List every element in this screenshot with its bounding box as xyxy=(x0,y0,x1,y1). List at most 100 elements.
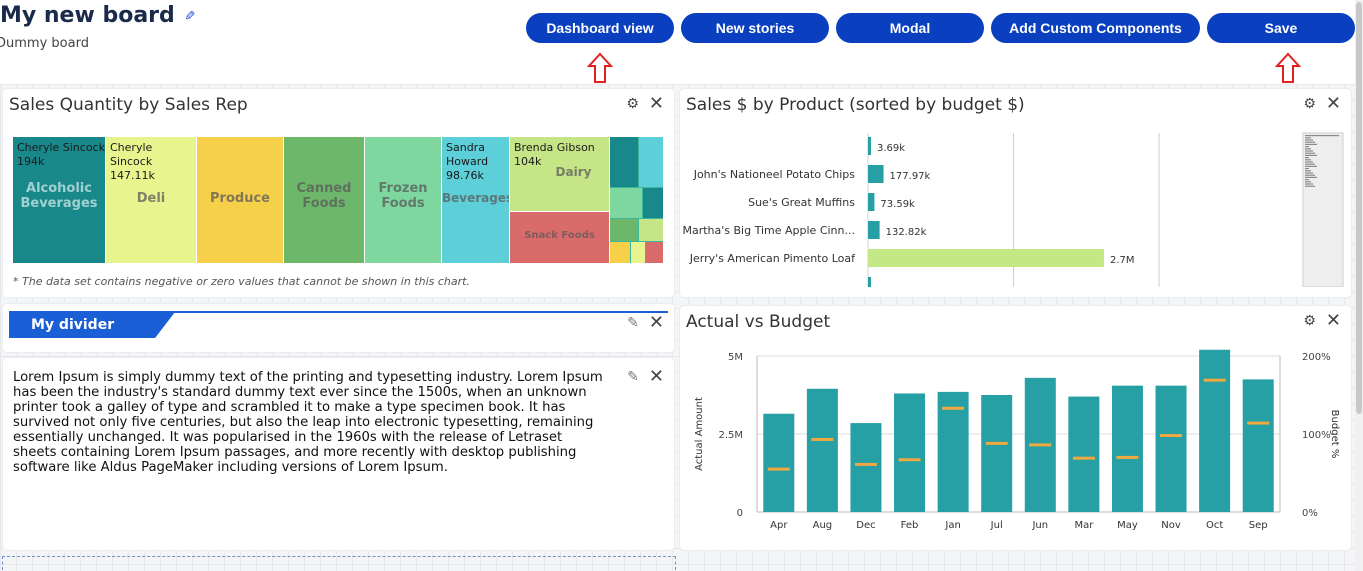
x-tick-label: Mar xyxy=(1074,520,1094,531)
category-label: Martha's Big Time Apple Cinn... xyxy=(682,224,855,237)
gear-icon[interactable]: ⚙ xyxy=(626,96,639,112)
actual-bar xyxy=(981,395,1013,512)
navigator-bar xyxy=(1305,174,1315,176)
actual-bar xyxy=(1242,379,1274,512)
navigator-bar xyxy=(1305,161,1313,163)
navigator-bar xyxy=(1305,148,1311,150)
x-tick-label: Feb xyxy=(901,520,919,531)
navigator-bar xyxy=(1305,152,1315,154)
navigator-bar xyxy=(1305,141,1315,143)
sales-by-product-title: Sales $ by Product (sorted by budget $) xyxy=(686,95,1025,115)
treemap-cell-frozen-foods[interactable]: Frozen Foods xyxy=(365,137,441,263)
board-title-text: My new board xyxy=(0,3,175,28)
treemap-cell-category: Snack Foods xyxy=(524,230,595,241)
navigator-bar xyxy=(1305,135,1339,137)
treemap-cell-snack-foods[interactable]: Snack Foods xyxy=(510,212,609,263)
x-tick-label: Jul xyxy=(990,520,1003,531)
bar xyxy=(868,137,871,155)
text-card: Lorem Ipsum is simply dummy text of the … xyxy=(3,358,674,550)
divider-label: My divider xyxy=(9,312,175,338)
y2-tick-label: 0% xyxy=(1302,508,1318,519)
scroll-navigator xyxy=(1302,132,1344,287)
treemap-cell-canned-foods[interactable]: Canned Foods xyxy=(284,137,364,263)
budget-marker xyxy=(1160,434,1183,438)
board-subtitle: Dummy board xyxy=(0,36,89,51)
data-label: 3.69k xyxy=(877,143,905,154)
close-icon[interactable]: ✕ xyxy=(648,93,664,114)
navigator-bar xyxy=(1305,159,1311,161)
bar xyxy=(868,165,884,183)
treemap-cell-category: Deli xyxy=(136,191,166,206)
treemap-footnote: * The data set contains negative or zero… xyxy=(13,275,470,288)
treemap-cell-alcoholic-beverages[interactable]: Cheryle Sincock 194k Alcoholic Beverages xyxy=(13,137,105,263)
budget-marker xyxy=(1116,455,1139,459)
actual-bar xyxy=(1111,385,1143,512)
budget-marker xyxy=(854,462,877,466)
edit-icon[interactable]: ✎ xyxy=(627,315,639,331)
close-icon[interactable]: ✕ xyxy=(1325,310,1341,331)
navigator-bar xyxy=(1305,183,1313,185)
budget-marker xyxy=(767,467,790,471)
treemap-cell-dairy[interactable]: Brenda Gibson 104k Dairy xyxy=(510,137,609,211)
treemap-cell-category: Frozen Foods xyxy=(378,181,428,211)
budget-marker xyxy=(1029,443,1052,447)
x-tick-label: Oct xyxy=(1206,520,1223,531)
card-toolbar: ⚙ ✕ xyxy=(1303,312,1341,330)
divider-card: My divider ✎ ✕ xyxy=(3,304,674,352)
card-toolbar: ✎ ✕ xyxy=(627,314,664,332)
drop-zone[interactable] xyxy=(2,556,676,570)
treemap-cell-category: Canned Foods xyxy=(296,181,352,211)
close-icon[interactable]: ✕ xyxy=(1325,93,1341,114)
save-button[interactable]: Save xyxy=(1207,13,1355,43)
treemap-cell-other[interactable] xyxy=(610,137,663,263)
treemap-cell-rep: Brenda Gibson 104k xyxy=(514,141,595,168)
budget-marker xyxy=(1203,378,1226,382)
divider-line xyxy=(9,311,668,313)
navigator-bar xyxy=(1305,185,1315,187)
budget-marker xyxy=(811,437,834,441)
page-scrollbar[interactable] xyxy=(1355,0,1363,571)
treemap-cell-beverages[interactable]: Sandra Howard 98.76k Beverages xyxy=(442,137,509,263)
x-tick-label: Apr xyxy=(770,520,788,531)
gear-icon[interactable]: ⚙ xyxy=(1303,313,1316,329)
modal-button[interactable]: Modal xyxy=(836,13,984,43)
treemap-cell-rep: Cheryle Sincock 147.11k xyxy=(110,141,155,182)
y2-tick-label: 100% xyxy=(1302,430,1331,441)
actual-bar xyxy=(1068,396,1100,512)
edit-title-icon[interactable]: ✎ xyxy=(180,10,196,21)
y-axis-title: Actual Amount xyxy=(694,397,705,471)
arrow-up-icon xyxy=(587,52,613,83)
actual-vs-budget-card: Actual vs Budget ⚙ ✕ 0 2.5M 5M 0% 100% 200% Ac… xyxy=(680,306,1351,550)
category-label: Sue's Great Muffins xyxy=(748,196,855,209)
scrollbar-thumb[interactable] xyxy=(1356,2,1362,414)
treemap-cell-category: Produce xyxy=(210,191,270,206)
treemap-cell-deli[interactable]: Cheryle Sincock 147.11k Deli xyxy=(106,137,196,263)
edit-icon[interactable]: ✎ xyxy=(627,369,639,385)
treemap-cell-produce[interactable]: Produce xyxy=(197,137,283,263)
close-icon[interactable]: ✕ xyxy=(648,366,664,387)
navigator-bar xyxy=(1305,157,1309,159)
actual-bar xyxy=(1155,385,1187,512)
new-stories-button[interactable]: New stories xyxy=(681,13,829,43)
close-icon[interactable]: ✕ xyxy=(648,312,664,333)
data-label: 2.7M xyxy=(1110,255,1135,266)
card-toolbar: ⚙ ✕ xyxy=(626,95,664,113)
add-custom-components-button[interactable]: Add Custom Components xyxy=(991,13,1200,43)
data-label: 132.82k xyxy=(886,227,927,238)
y-tick-label: 2.5M xyxy=(718,430,743,441)
gear-icon[interactable]: ⚙ xyxy=(1303,96,1316,112)
arrow-up-icon xyxy=(1275,52,1301,83)
actual-bar xyxy=(1199,349,1231,512)
x-tick-label: Jan xyxy=(944,520,960,531)
category-label: John's Nationeel Potato Chips xyxy=(693,168,856,181)
x-tick-label: Aug xyxy=(813,520,833,531)
budget-marker xyxy=(985,441,1008,445)
navigator-bar xyxy=(1305,146,1309,148)
navigator-bar xyxy=(1305,163,1315,165)
dashboard-view-button[interactable]: Dashboard view xyxy=(526,13,674,43)
x-tick-label: May xyxy=(1117,520,1138,531)
budget-marker xyxy=(1072,456,1095,460)
data-label: 73.59k xyxy=(880,199,915,210)
bar xyxy=(868,249,1104,267)
actual-bar xyxy=(763,413,795,512)
